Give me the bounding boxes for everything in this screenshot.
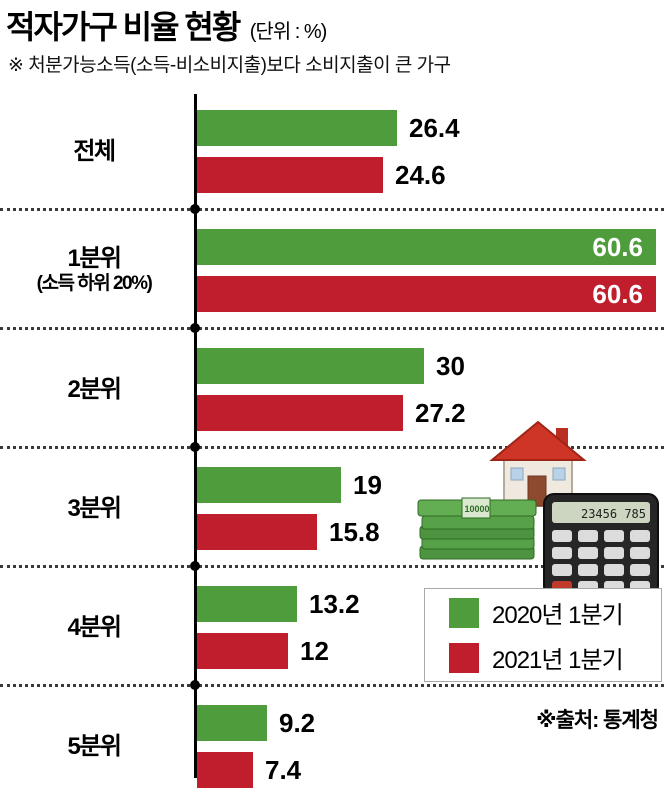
bar-value-label-2021: 12 [300,636,329,666]
chart-row: 3분위 19 15.8 [0,467,664,550]
legend: 2020년 1분기 2021년 1분기 [424,588,662,682]
header: 적자가구 비율 현황 (단위 : %) [6,2,328,48]
legend-label-2021: 2021년 1분기 [492,647,624,674]
bar-value-label-2021: 60.6 [592,279,643,309]
bar-2020: 60.6 [197,229,656,265]
axis-dot [190,561,200,571]
category-label-block: 5분위 [0,705,188,788]
dotted-separator [0,446,664,449]
dotted-separator [0,565,664,568]
bar-value-label-2021: 7.4 [265,755,302,785]
bar-value-label-2021: 15.8 [329,517,380,547]
bar-value-label-2021: 27.2 [415,398,466,428]
category-label: 1분위 [67,245,122,273]
bar-2021: 15.8 [197,514,380,550]
bar-2021: 27.2 [197,395,466,431]
chart-row: 1분위 (소득 하위 20%) 60.6 60.6 [0,229,664,312]
calculator-icon: 23456 785 [543,493,659,597]
axis-dot [190,323,200,333]
money-icon: 10000 [417,497,537,560]
category-sublabel: (소득 하위 20%) [36,272,153,294]
chart-row: 5분위 9.2 7.4 [0,705,664,788]
bar-2020: 9.2 [197,705,315,741]
bar-2021: 12 [197,633,329,669]
category-label-block: 3분위 [0,467,188,550]
axis-dot [190,442,200,452]
axis-dot [190,204,200,214]
money-denomination: 10000 [464,504,489,514]
page-title: 적자가구 비율 현황 [6,9,241,45]
legend-swatch-2020 [449,597,479,628]
bar-2020: 19 [197,467,382,503]
chart-subtitle: ※ 처분가능소득(소득-비소비지출)보다 소비지출이 큰 가구 [8,55,451,76]
bar-value-label-2020: 9.2 [279,708,316,738]
bar-value-label-2020: 26.4 [409,113,460,143]
chart-row: 전체 26.4 24.6 [0,110,664,193]
category-label: 5분위 [67,732,122,760]
house-money-calculator-illustration: 10000 23456 785 [417,420,659,597]
dotted-separator [0,684,664,687]
source-note: ※출처: 통계청 [536,709,659,732]
chart-row: 4분위 13.2 12 [0,586,664,669]
calculator-display: 23456 785 [581,507,646,521]
chart-row: 2분위 30 27.2 [0,348,664,431]
legend-swatch-2021 [449,642,479,673]
bar-2021: 60.6 [197,276,656,312]
bar-2020: 26.4 [197,110,460,146]
category-label-block: 전체 [0,110,188,193]
bar-value-label-2020: 13.2 [309,589,360,619]
unit-note: (단위 : %) [249,21,328,43]
bar-value-label-2020: 60.6 [592,232,643,262]
category-label-block: 2분위 [0,348,188,431]
category-label: 4분위 [67,613,122,641]
bar-2020: 13.2 [197,586,360,622]
y-axis-line [194,94,197,778]
bar-value-label-2020: 30 [436,351,465,381]
axis-dot [190,680,200,690]
legend-item-2020: 2020년 1분기 [449,595,661,630]
dotted-separator [0,327,664,330]
category-label: 전체 [73,137,116,165]
bar-value-label-2020: 19 [353,470,382,500]
category-label: 2분위 [67,375,122,403]
bar-2021: 7.4 [197,752,301,788]
category-label-block: 4분위 [0,586,188,669]
category-label: 3분위 [67,494,122,522]
bar-value-label-2021: 24.6 [395,160,446,190]
legend-item-2021: 2021년 1분기 [449,640,661,675]
legend-label-2020: 2020년 1분기 [492,602,624,629]
dotted-separator [0,208,664,211]
bar-2021: 24.6 [197,157,446,193]
bar-2020: 30 [197,348,465,384]
category-label-block: 1분위 (소득 하위 20%) [0,229,188,312]
